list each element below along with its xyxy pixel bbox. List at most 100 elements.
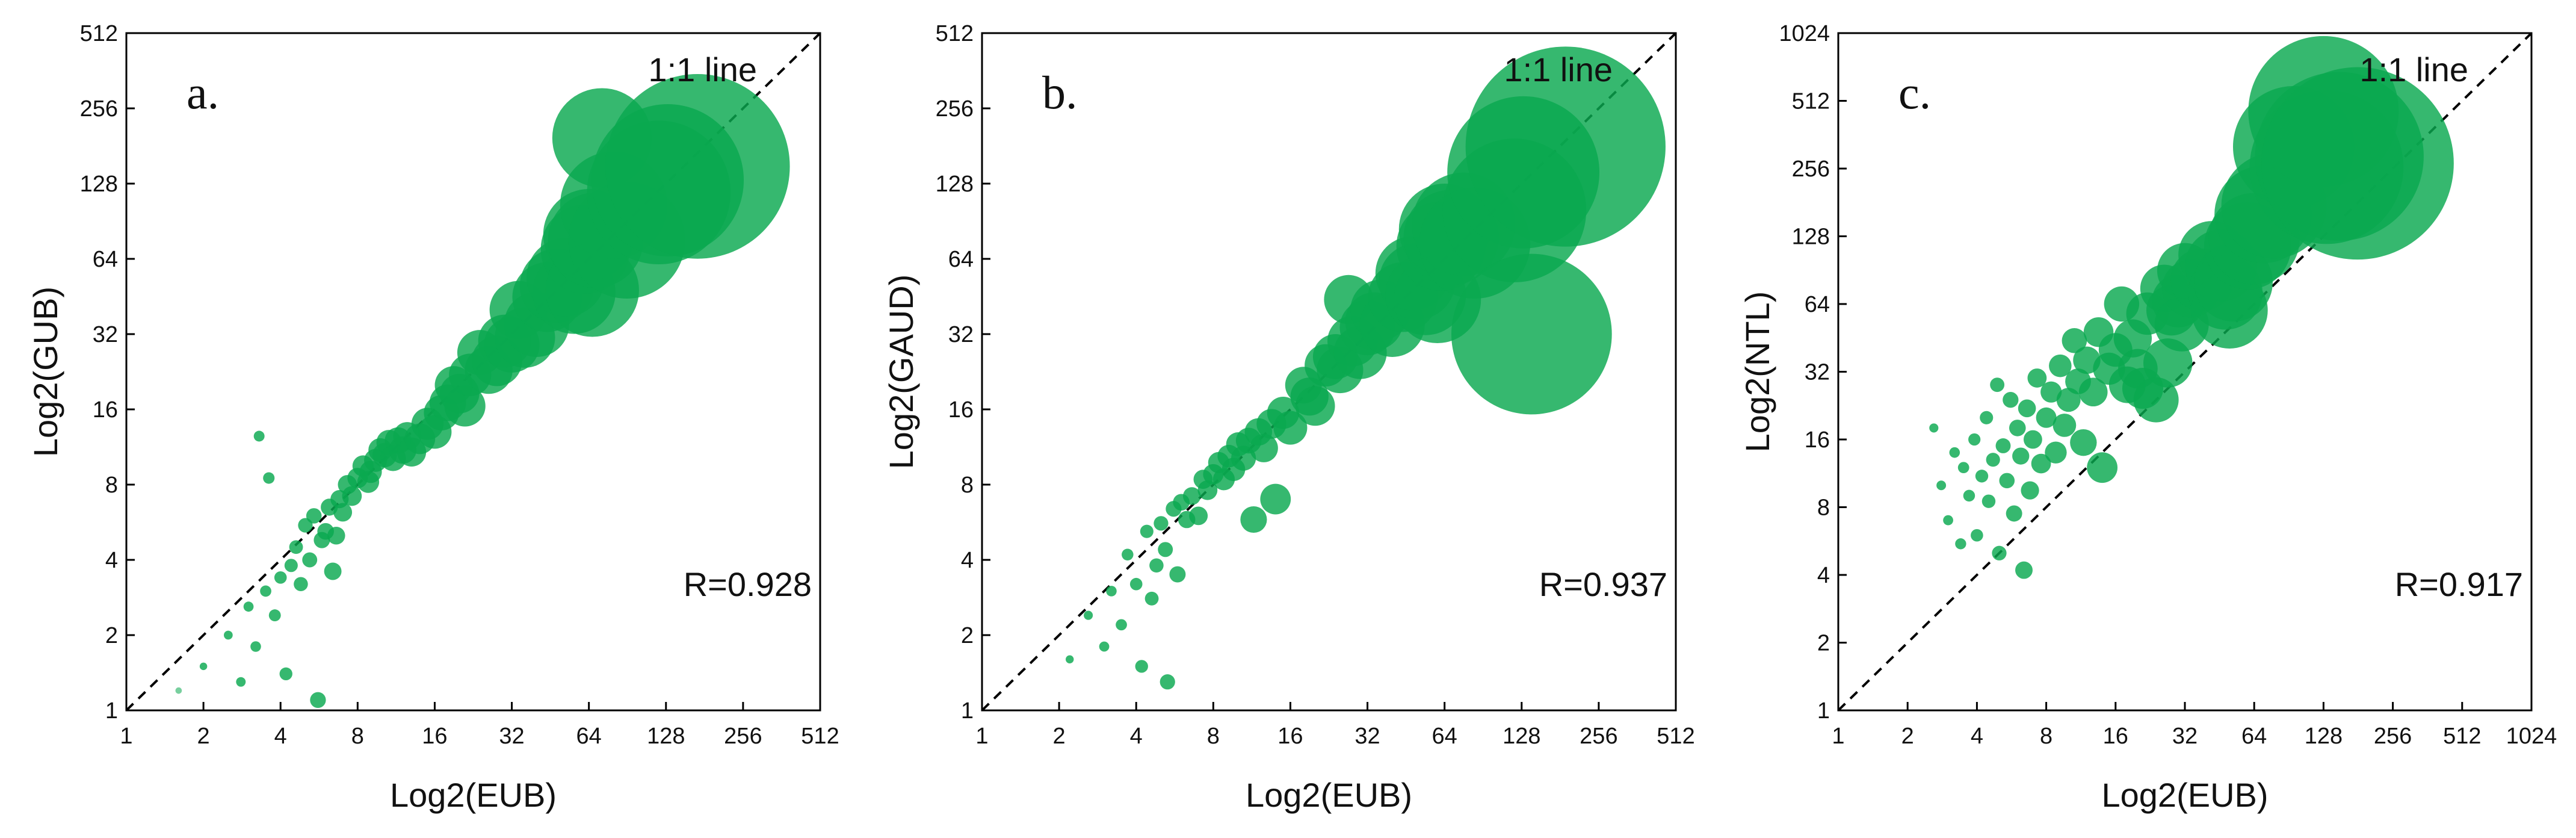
x-tick-label: 64: [2241, 724, 2267, 749]
x-tick-label: 2: [197, 724, 210, 749]
y-axis-title: Log2(GAUD): [882, 275, 920, 470]
data-point: [243, 601, 254, 612]
data-point: [2015, 561, 2033, 579]
data-point: [1260, 483, 1291, 515]
data-point: [289, 540, 303, 554]
y-tick-label: 32: [948, 322, 974, 347]
data-point: [342, 486, 362, 506]
panel-label: b.: [1042, 66, 1078, 119]
y-tick-label: 32: [93, 322, 118, 347]
data-point: [1971, 529, 1983, 542]
data-point: [1980, 411, 1994, 424]
data-point: [2031, 453, 2051, 474]
y-tick-label: 256: [1792, 157, 1830, 182]
y-tick-label: 2: [1817, 631, 1830, 656]
y-tick-label: 1024: [1779, 21, 1830, 46]
data-point: [1084, 610, 1093, 620]
x-tick-label: 1024: [2506, 724, 2557, 749]
data-point: [1116, 619, 1127, 631]
data-point: [2003, 392, 2019, 408]
x-tick-label: 2: [1053, 724, 1066, 749]
data-point: [1986, 453, 2000, 467]
y-tick-label: 512: [80, 21, 118, 46]
x-tick-label: 128: [2305, 724, 2343, 749]
data-point: [236, 677, 246, 687]
data-point: [1995, 438, 2011, 453]
data-point: [175, 687, 182, 694]
x-tick-label: 2: [1901, 724, 1914, 749]
x-tick-label: 1: [975, 724, 988, 749]
x-tick-label: 16: [422, 724, 447, 749]
data-point: [1160, 674, 1175, 690]
data-point: [1955, 538, 1966, 550]
data-point: [1249, 433, 1278, 462]
data-point: [250, 641, 261, 652]
data-point: [2056, 388, 2081, 412]
data-point: [327, 526, 345, 545]
data-point: [306, 508, 322, 524]
data-point: [2062, 328, 2087, 353]
x-tick-label: 4: [1971, 724, 1983, 749]
data-point: [2018, 399, 2036, 418]
x-tick-label: 512: [801, 724, 839, 749]
y-tick-label: 512: [1792, 89, 1830, 114]
x-tick-label: 1: [1832, 724, 1844, 749]
y-axis-title: Log2(GUB): [26, 287, 64, 457]
data-point: [1154, 516, 1169, 531]
data-point: [1999, 473, 2015, 489]
data-point: [1273, 411, 1308, 445]
data-point: [1140, 524, 1154, 538]
data-point: [2012, 447, 2030, 465]
x-tick-label: 512: [1657, 724, 1694, 749]
correlation-label: R=0.917: [2395, 565, 2523, 603]
x-axis-title: Log2(EUB): [2101, 776, 2268, 814]
data-point: [1129, 577, 1143, 591]
data-point: [1189, 506, 1208, 526]
y-tick-label: 1: [1817, 698, 1830, 724]
x-tick-label: 64: [576, 724, 602, 749]
data-point: [1968, 433, 1981, 446]
data-point: [279, 667, 292, 681]
chart-panel-3: 1 2 4 8 16 32 64 128 256 512 1024 1 2 4 8 16 32 64 128 256 5…: [1738, 21, 2557, 814]
x-tick-label: 256: [1580, 724, 1617, 749]
data-point: [1106, 586, 1117, 597]
data-point: [253, 430, 265, 442]
chart-panel-1: 1 2 4 8 16 32 64 128 256 512 1 2 4 8 16 32 64 128 256 512 Lo…: [26, 21, 839, 814]
data-point: [284, 559, 298, 573]
panel-label: a.: [187, 66, 219, 119]
data-point: [1936, 480, 1947, 491]
data-point: [1158, 542, 1173, 557]
x-tick-label: 64: [1432, 724, 1457, 749]
y-tick-label: 256: [936, 96, 974, 122]
y-tick-label: 1: [105, 698, 118, 724]
data-point: [1295, 386, 1335, 426]
data-point: [1943, 515, 1953, 526]
data-point: [1182, 487, 1201, 505]
plot-frame: [125, 32, 821, 712]
data-point: [2036, 407, 2057, 428]
y-tick-label: 64: [1805, 292, 1830, 317]
x-tick-label: 8: [351, 724, 364, 749]
data-point: [1963, 489, 1975, 502]
data-point: [1929, 423, 1939, 433]
data-point: [1144, 591, 1159, 606]
data-point: [1149, 558, 1164, 573]
data-point: [605, 74, 790, 259]
data-point: [274, 571, 287, 584]
y-tick-label: 2: [961, 623, 974, 648]
data-point: [333, 503, 353, 522]
data-point: [1981, 494, 1996, 508]
x-tick-label: 32: [1354, 724, 1380, 749]
x-tick-label: 1: [120, 724, 132, 749]
x-tick-label: 8: [2040, 724, 2052, 749]
data-point: [268, 609, 281, 622]
data-point: [1197, 480, 1218, 500]
chart-panel-2: 1 2 4 8 16 32 64 128 256 512 1 2 4 8 16 32 64 128 256 512 Lo…: [882, 21, 1695, 814]
ref-line-label: 1:1 line: [2359, 51, 2468, 88]
y-axis-title: Log2(NTL): [1738, 291, 1776, 453]
y-tick-label: 16: [93, 397, 118, 423]
correlation-label: R=0.937: [1539, 565, 1667, 603]
data-point: [1990, 377, 2005, 393]
ref-line-label: 1:1 line: [1504, 51, 1613, 88]
